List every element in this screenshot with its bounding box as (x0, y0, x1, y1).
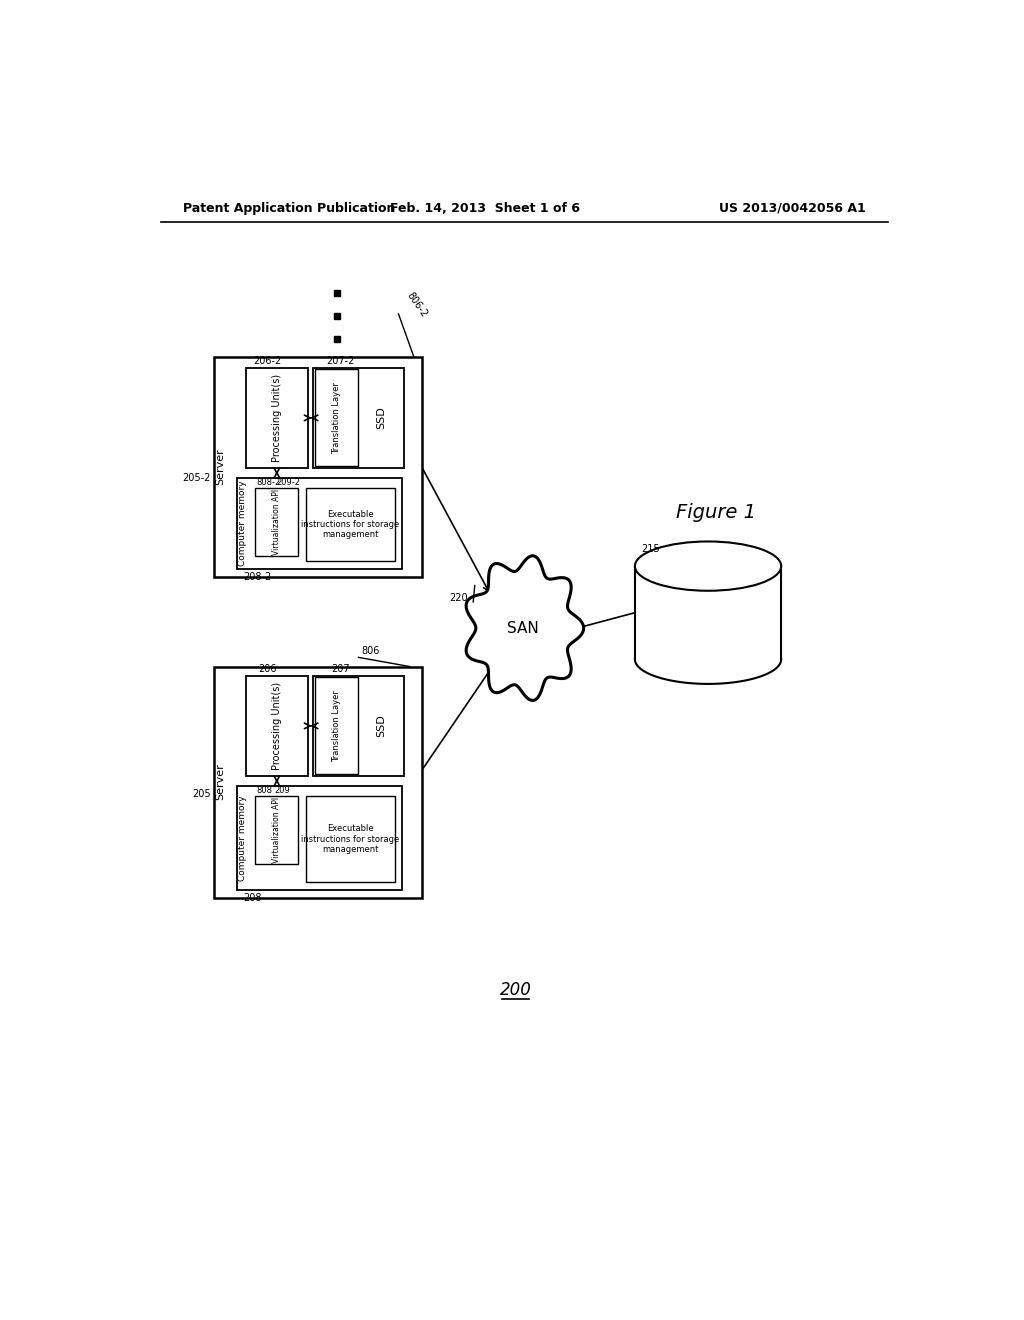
Text: 808-2: 808-2 (257, 478, 282, 487)
Text: Translation Layer: Translation Layer (332, 690, 341, 762)
Bar (214, 667, 422, 898)
Text: Virtualization API: Virtualization API (272, 797, 281, 863)
Text: 205: 205 (193, 788, 211, 799)
Text: 806-2: 806-2 (404, 290, 429, 319)
Bar (255, 488, 298, 556)
Text: Patent Application Publication: Patent Application Publication (183, 202, 395, 215)
Bar (246, 676, 307, 776)
Text: 207: 207 (331, 664, 349, 675)
Bar (306, 488, 394, 561)
Text: Translation Layer: Translation Layer (332, 381, 341, 454)
Text: 220: 220 (450, 594, 468, 603)
Text: 200: 200 (500, 981, 531, 999)
Text: 205-2: 205-2 (182, 473, 211, 483)
Text: 215: 215 (641, 544, 659, 554)
Bar (306, 796, 394, 882)
Text: US 2013/0042056 A1: US 2013/0042056 A1 (719, 202, 866, 215)
Text: Processing Unit(s): Processing Unit(s) (271, 682, 282, 770)
Text: Processing Unit(s): Processing Unit(s) (271, 374, 282, 462)
Text: Virtualization API: Virtualization API (272, 488, 281, 554)
Text: 208-2: 208-2 (243, 572, 271, 582)
Bar (237, 785, 402, 890)
Text: 209-2: 209-2 (276, 478, 301, 487)
Ellipse shape (635, 541, 781, 591)
Bar (314, 677, 357, 775)
Text: 209: 209 (274, 787, 290, 795)
Text: 208: 208 (243, 892, 261, 903)
Text: 808: 808 (257, 787, 272, 795)
Bar (313, 676, 403, 776)
Text: SAN: SAN (507, 620, 539, 636)
Bar (313, 368, 403, 469)
Text: Figure 1: Figure 1 (676, 503, 756, 523)
Bar (237, 478, 402, 569)
Text: Feb. 14, 2013  Sheet 1 of 6: Feb. 14, 2013 Sheet 1 of 6 (390, 202, 580, 215)
Bar (635, 566, 781, 659)
Text: Executable
instructions for storage
management: Executable instructions for storage mana… (301, 824, 399, 854)
Text: Server: Server (216, 449, 225, 486)
Text: 806: 806 (361, 647, 380, 656)
Text: Server: Server (216, 764, 225, 800)
Text: Executable
instructions for storage
management: Executable instructions for storage mana… (301, 510, 399, 540)
Bar (255, 796, 298, 863)
Text: SSD: SSD (377, 714, 387, 738)
Text: SSD: SSD (377, 407, 387, 429)
PathPatch shape (466, 556, 584, 701)
Bar (246, 368, 307, 469)
Bar (214, 358, 422, 577)
Text: 207-2: 207-2 (326, 356, 354, 366)
Text: 206-2: 206-2 (254, 356, 282, 366)
Bar (314, 370, 357, 466)
Text: Computer memory: Computer memory (239, 795, 248, 880)
Text: Computer memory: Computer memory (239, 480, 248, 566)
Text: 206: 206 (258, 664, 276, 675)
